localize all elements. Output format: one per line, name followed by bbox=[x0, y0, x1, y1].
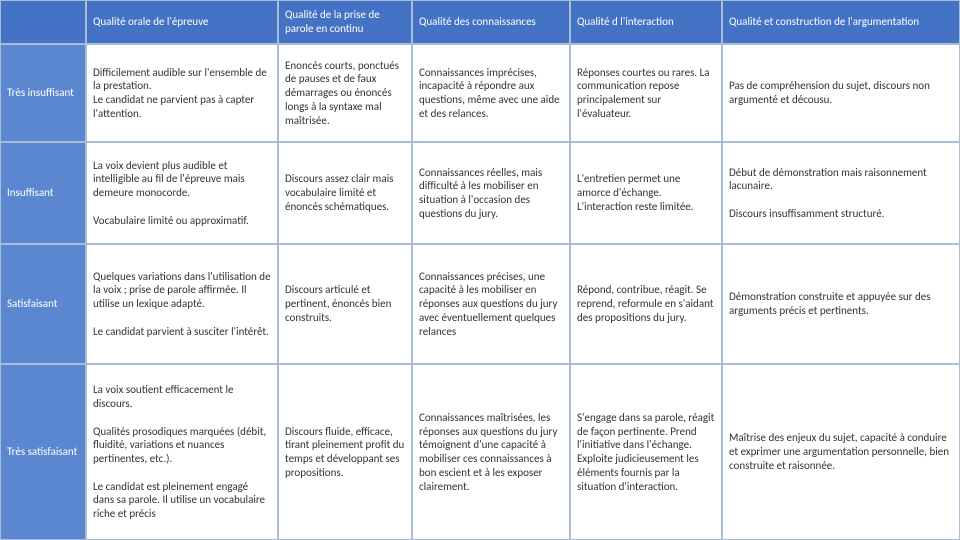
row-label: Satisfaisant bbox=[0, 244, 86, 364]
body-cell: La voix soutient efficacement le discour… bbox=[86, 364, 278, 540]
body-cell: Connaissances réelles, mais difficulté à… bbox=[412, 142, 570, 244]
column-header: Qualité et construction de l'argumentati… bbox=[722, 0, 960, 44]
column-header: Qualité des connaissances bbox=[412, 0, 570, 44]
body-cell: Démonstration construite et appuyée sur … bbox=[722, 244, 960, 364]
body-cell: Connaissances précises, une capacité à l… bbox=[412, 244, 570, 364]
body-cell: Connaissances maîtrisées, les réponses a… bbox=[412, 364, 570, 540]
body-cell: Répond, contribue, réagit. Se reprend, r… bbox=[570, 244, 722, 364]
column-header: Qualité d l'interaction bbox=[570, 0, 722, 44]
row-label: Très insuffisant bbox=[0, 44, 86, 142]
column-header: Qualité de la prise de parole en continu bbox=[278, 0, 412, 44]
column-header: Qualité orale de l'épreuve bbox=[86, 0, 278, 44]
body-cell: Réponses courtes ou rares. La communicat… bbox=[570, 44, 722, 142]
corner-cell bbox=[0, 0, 86, 44]
body-cell: Connaissances imprécises, incapacité à r… bbox=[412, 44, 570, 142]
body-cell: Enoncés courts, ponctués de pauses et de… bbox=[278, 44, 412, 142]
row-label: Insuffisant bbox=[0, 142, 86, 244]
body-cell: Discours assez clair mais vocabulaire li… bbox=[278, 142, 412, 244]
body-cell: Début de démonstration mais raisonnement… bbox=[722, 142, 960, 244]
body-cell: Pas de compréhension du sujet, discours … bbox=[722, 44, 960, 142]
body-cell: Maîtrise des enjeux du sujet, capacité à… bbox=[722, 364, 960, 540]
body-cell: La voix devient plus audible et intellig… bbox=[86, 142, 278, 244]
body-cell: Difficilement audible sur l'ensemble de … bbox=[86, 44, 278, 142]
body-cell: L'entretien permet une amorce d'échange.… bbox=[570, 142, 722, 244]
body-cell: Quelques variations dans l'utilisation d… bbox=[86, 244, 278, 364]
body-cell: Discours fluide, efficace, tirant pleine… bbox=[278, 364, 412, 540]
body-cell: Discours articulé et pertinent, énoncés … bbox=[278, 244, 412, 364]
rubric-table: Qualité orale de l'épreuveQualité de la … bbox=[0, 0, 960, 540]
row-label: Très satisfaisant bbox=[0, 364, 86, 540]
body-cell: S'engage dans sa parole, réagit de façon… bbox=[570, 364, 722, 540]
